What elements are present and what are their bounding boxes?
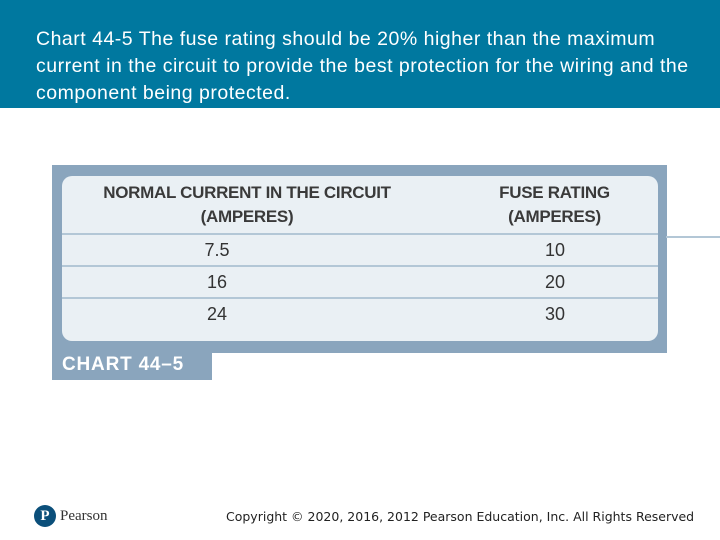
table-row: 16 20	[62, 265, 658, 297]
table-cell-current: 16	[206, 272, 228, 292]
table-row: 7.5 10	[62, 233, 658, 265]
table-cell-current: 24	[206, 304, 228, 324]
column-header-normal-current: NORMAL CURRENT IN THE CIRCUIT (AMPERES)	[97, 181, 397, 229]
divider	[666, 236, 720, 238]
table-header-row: NORMAL CURRENT IN THE CIRCUIT (AMPERES) …	[62, 176, 658, 233]
column-header-line: NORMAL CURRENT IN THE CIRCUIT	[103, 183, 391, 202]
column-header-line: (AMPERES)	[200, 207, 294, 226]
table-cell-fuse-rating: 30	[544, 304, 566, 324]
pearson-logo: P Pearson	[34, 505, 124, 529]
copyright-notice: Copyright © 2020, 2016, 2012 Pearson Edu…	[226, 509, 695, 524]
slide-title: Chart 44-5 The fuse rating should be 20%…	[36, 28, 689, 104]
pearson-wordmark: Pearson	[60, 508, 108, 524]
column-header-line: (AMPERES)	[508, 207, 601, 226]
chart-caption-tab: CHART 44–5	[52, 350, 212, 380]
pearson-logo-icon: P	[34, 505, 56, 527]
table-cell-current: 7.5	[204, 240, 230, 260]
table-row: 24 30	[62, 297, 658, 329]
table-cell-fuse-rating: 20	[544, 272, 566, 292]
fuse-rating-table: NORMAL CURRENT IN THE CIRCUIT (AMPERES) …	[62, 176, 658, 341]
table-cell-fuse-rating: 10	[544, 240, 566, 260]
title-banner: Chart 44-5 The fuse rating should be 20%…	[0, 0, 720, 108]
column-header-fuse-rating: FUSE RATING (AMPERES)	[472, 181, 637, 229]
column-header-line: FUSE RATING	[499, 183, 610, 202]
chart-caption: CHART 44–5	[62, 354, 185, 375]
